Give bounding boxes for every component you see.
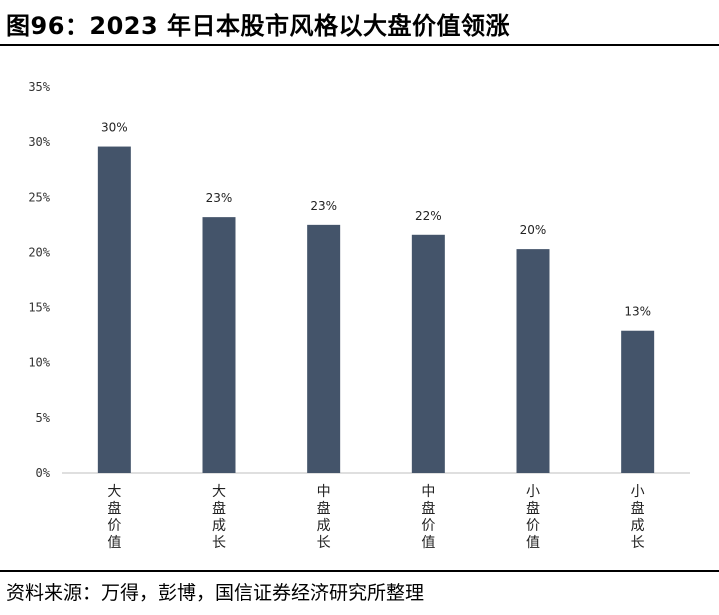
- x-tick-label: 中盘成长: [317, 484, 331, 551]
- data-label: 30%: [101, 121, 128, 135]
- y-tick-label: 0%: [36, 466, 51, 480]
- data-label: 20%: [520, 223, 547, 237]
- data-label: 22%: [415, 209, 442, 223]
- y-tick-label: 10%: [28, 356, 50, 370]
- bar: [516, 249, 550, 473]
- data-label: 13%: [624, 305, 651, 319]
- y-tick-label: 15%: [28, 301, 50, 315]
- y-tick-label: 35%: [28, 80, 50, 94]
- y-tick-label: 25%: [28, 190, 50, 204]
- data-label: 23%: [310, 199, 337, 213]
- data-label: 23%: [206, 191, 233, 205]
- figure-source: 资料来源：万得，彭博，国信证券经济研究所整理: [6, 582, 425, 604]
- bar: [307, 224, 341, 473]
- x-tick-label: 小盘成长: [631, 484, 645, 551]
- title-divider: [0, 44, 719, 46]
- x-tick-label: 小盘价值: [526, 484, 540, 551]
- data-labels: 30% 23% 23% 22% 20% 13%: [101, 121, 651, 319]
- x-tick-label: 大盘价值: [107, 484, 121, 551]
- bar: [621, 330, 655, 473]
- x-tick-label: 中盘价值: [421, 484, 435, 551]
- y-tick-label: 5%: [36, 411, 51, 425]
- y-axis: 0% 5% 10% 15% 20% 25% 30% 35%: [28, 80, 50, 480]
- source-divider: [0, 570, 719, 572]
- bar: [202, 217, 236, 473]
- y-tick-label: 20%: [28, 245, 50, 259]
- x-tick-label: 大盘成长: [212, 484, 226, 551]
- y-tick-label: 30%: [28, 135, 50, 149]
- bar: [97, 146, 131, 473]
- x-axis-labels: 大盘价值 大盘成长 中盘成长 中盘价值 小盘价值 小盘成长: [107, 484, 644, 551]
- bar-series: [97, 146, 655, 473]
- bar: [411, 234, 445, 473]
- figure-title: 图96：2023 年日本股市风格以大盘价值领涨: [6, 12, 511, 40]
